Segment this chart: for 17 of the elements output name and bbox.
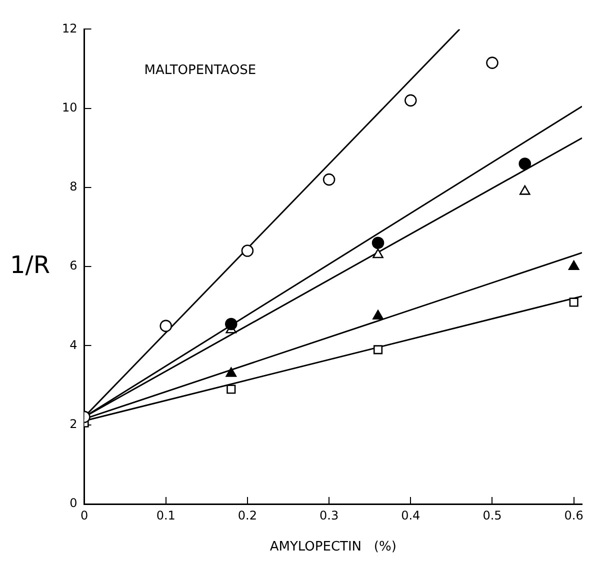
y-tick-label: 4: [70, 338, 78, 352]
x-tick-label: 0: [80, 508, 88, 522]
y-tick-label: 6: [70, 258, 78, 273]
x-axis-title: AMYLOPECTIN (%): [270, 540, 396, 555]
annotation: MALTOPENTAOSE: [144, 63, 256, 78]
x-tick-label: 0.5: [482, 508, 502, 522]
x-tick-label: 0.6: [564, 508, 584, 522]
y-tick-label: 0: [70, 496, 78, 510]
x-tick-label: 0.2: [238, 508, 258, 522]
x-tick-label: 0.1: [156, 508, 176, 522]
y-tick-label: 8: [70, 180, 78, 194]
y-tick-label: 2: [70, 416, 78, 431]
y-tick-label: 10: [62, 100, 78, 114]
x-tick-label: 0.3: [320, 508, 339, 522]
y-axis-title: 1/R: [10, 250, 50, 279]
y-tick-label: 12: [62, 21, 78, 36]
x-tick-label: 0.4: [401, 508, 420, 522]
